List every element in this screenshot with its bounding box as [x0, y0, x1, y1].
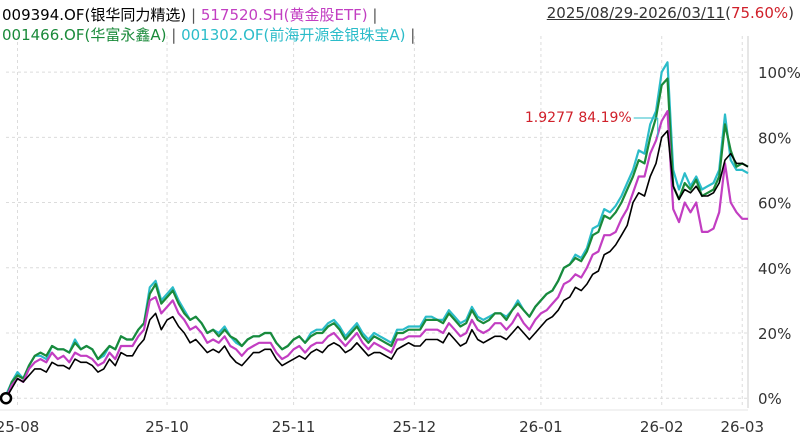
return-close-paren: ) — [788, 4, 794, 22]
y-tick-label: 0% — [758, 390, 782, 408]
legend-fund-name: 银华同力精选 — [90, 6, 181, 24]
legend-row-1: 009394.OF(银华同力精选) | 517520.SH(黄金股ETF) | — [2, 4, 377, 25]
legend-row-2: 001466.OF(华富永鑫A) | 001302.OF(前海开源金银珠宝A) … — [2, 24, 415, 45]
peak-annotation-label: 1.9277 84.19% — [525, 110, 632, 126]
legend-code: 001466.OF — [2, 26, 85, 44]
series-line — [4, 110, 748, 399]
x-tick-label: 25-12 — [393, 418, 437, 436]
grid-layer — [6, 36, 748, 408]
y-tick-label: 100% — [758, 64, 800, 82]
y-tick-label: 40% — [758, 260, 791, 278]
x-tick-label: 26-01 — [519, 418, 563, 436]
legend-code: 009394.OF — [2, 6, 85, 24]
legend-code: 517520.SH — [200, 6, 284, 24]
legend-code: 001302.OF — [181, 26, 264, 44]
legend-fund-name: 华富永鑫A — [90, 26, 161, 44]
x-tick-label: 26-03 — [720, 418, 764, 436]
series-line — [4, 77, 749, 399]
legend-item-001466[interactable]: 001466.OF(华富永鑫A) — [2, 26, 172, 44]
x-tick-label: 26-02 — [640, 418, 684, 436]
annotation-layer: 1.9277 84.19% — [0, 110, 659, 405]
date-range-display[interactable]: 2025/08/29-2026/03/11(75.60%) — [547, 4, 794, 22]
series-line — [5, 130, 749, 399]
y-tick-label: 20% — [758, 325, 791, 343]
range-return-value: 75.60% — [730, 4, 789, 22]
start-marker[interactable] — [0, 391, 13, 405]
y-tick-label: 80% — [758, 129, 791, 147]
axis-layer: 0% 20% 40% 60% 80% 100% 25-08 25-10 25-11 25-12 26… — [0, 36, 800, 436]
legend-item-001302[interactable]: 001302.OF(前海开源金银珠宝A) — [181, 26, 411, 44]
legend-separator: | — [410, 26, 416, 44]
return-open-paren: ( — [725, 4, 731, 22]
legend-item-009394[interactable]: 009394.OF(银华同力精选) — [2, 6, 191, 24]
legend-separator: | — [171, 26, 177, 44]
legend-item-517520[interactable]: 517520.SH(黄金股ETF) — [200, 6, 373, 24]
date-range-text: 2025/08/29-2026/03/11 — [546, 4, 726, 22]
series-layer — [4, 61, 749, 399]
x-tick-label: 25-08 — [0, 418, 39, 436]
legend-separator: | — [190, 6, 197, 24]
legend-separator: | — [372, 6, 378, 24]
legend-fund-name: 前海开源金银珠宝A — [269, 26, 400, 44]
legend-fund-name: 黄金股ETF — [289, 6, 362, 24]
x-tick-label: 25-10 — [145, 418, 189, 436]
y-tick-label: 60% — [758, 195, 791, 213]
x-tick-label: 25-11 — [272, 418, 316, 436]
